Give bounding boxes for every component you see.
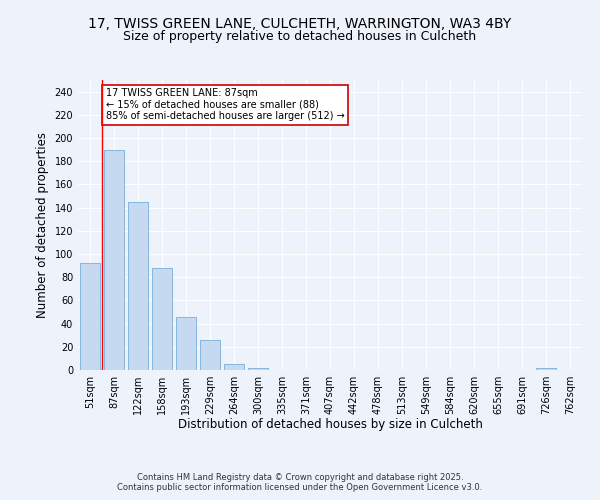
Text: 17 TWISS GREEN LANE: 87sqm
← 15% of detached houses are smaller (88)
85% of semi: 17 TWISS GREEN LANE: 87sqm ← 15% of deta… <box>106 88 344 122</box>
Text: Contains public sector information licensed under the Open Government Licence v3: Contains public sector information licen… <box>118 482 482 492</box>
Text: Contains HM Land Registry data © Crown copyright and database right 2025.: Contains HM Land Registry data © Crown c… <box>137 472 463 482</box>
Bar <box>176 316 196 370</box>
Text: Size of property relative to detached houses in Culcheth: Size of property relative to detached ho… <box>124 30 476 43</box>
Bar <box>128 202 148 370</box>
Bar <box>104 150 124 370</box>
X-axis label: Distribution of detached houses by size in Culcheth: Distribution of detached houses by size … <box>178 418 482 432</box>
Bar <box>80 264 100 370</box>
Bar <box>248 368 268 370</box>
Bar <box>536 368 556 370</box>
Text: 17, TWISS GREEN LANE, CULCHETH, WARRINGTON, WA3 4BY: 17, TWISS GREEN LANE, CULCHETH, WARRINGT… <box>88 18 512 32</box>
Bar <box>152 268 172 370</box>
Y-axis label: Number of detached properties: Number of detached properties <box>36 132 49 318</box>
Bar <box>224 364 244 370</box>
Bar <box>200 340 220 370</box>
